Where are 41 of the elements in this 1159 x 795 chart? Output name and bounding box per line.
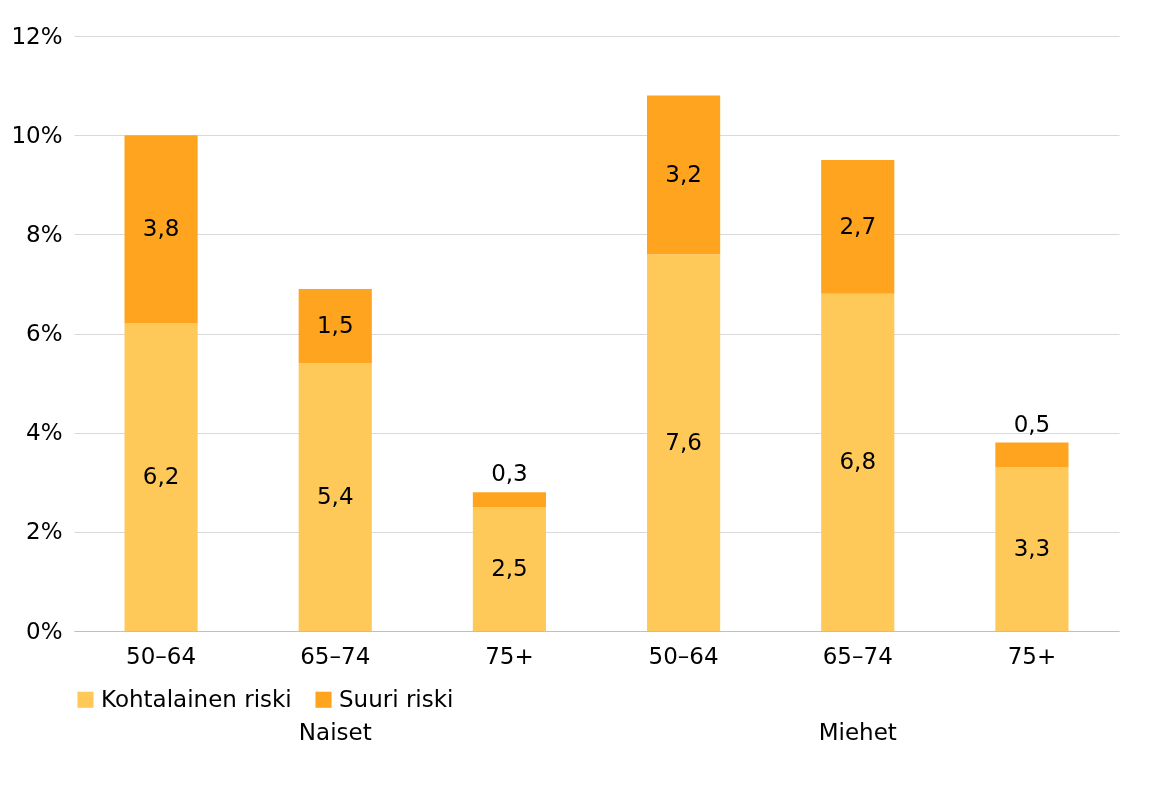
bar [472, 507, 546, 631]
x-tick-label: 50–64 [648, 642, 719, 669]
bar [995, 467, 1069, 631]
y-tick-label: 10% [11, 121, 63, 148]
data-label: 3,3 [1013, 535, 1051, 562]
data-label: 3,2 [665, 160, 702, 187]
bar [472, 492, 546, 508]
data-label: 5,4 [316, 483, 354, 510]
y-tick-label: 8% [26, 220, 63, 247]
data-label: 7,6 [665, 428, 702, 455]
data-label: 1,5 [316, 312, 354, 339]
legend-label: Kohtalainen riski [101, 685, 292, 712]
x-tick-label: 65–74 [822, 642, 893, 669]
x-tick-label: 75+ [1007, 642, 1057, 669]
bar [995, 442, 1069, 468]
y-tick-label: 4% [26, 419, 63, 446]
text: Naiset [298, 719, 372, 745]
legend-label: Suuri riski [339, 685, 454, 712]
y-tick-label: 0% [26, 617, 63, 644]
y-tick-label: 6% [26, 320, 63, 346]
bar [124, 323, 198, 631]
bar [124, 135, 198, 324]
bar [298, 288, 372, 364]
x-tick-label: 65–74 [300, 642, 371, 669]
data-label: 6,8 [839, 448, 877, 475]
bar [298, 363, 372, 631]
data-label: 3,8 [142, 215, 180, 242]
data-label: 2,5 [491, 555, 528, 582]
text: Miehet [818, 719, 897, 745]
bar [647, 95, 721, 255]
data-label: 0,5 [1013, 410, 1051, 437]
bar [821, 293, 895, 631]
x-tick-label: 75+ [485, 642, 534, 669]
data-label: 2,7 [839, 212, 877, 239]
data-label: 0,3 [491, 460, 528, 487]
x-tick-label: 50–64 [126, 642, 197, 669]
y-tick-label: 2% [26, 518, 63, 545]
bar [647, 254, 721, 631]
bar [821, 159, 895, 294]
y-tick-label: 12% [11, 22, 63, 49]
data-label: 6,2 [142, 463, 180, 490]
